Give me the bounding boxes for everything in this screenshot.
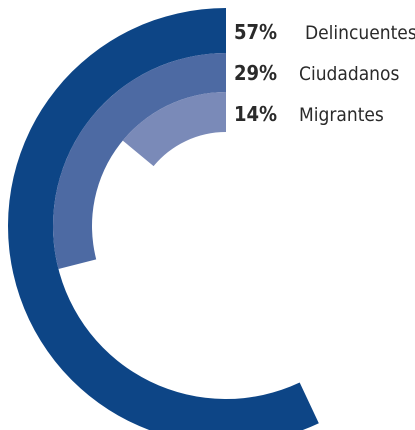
legend-value-ciudadanos: 29%	[234, 61, 277, 85]
legend-label-delincuentes: Delincuentes	[305, 22, 415, 44]
legend-value-migrantes: 14%	[234, 102, 277, 126]
arc-ciudadanos	[52, 53, 226, 270]
legend: 57% Delincuentes 29% Ciudadanos 14% Migr…	[234, 20, 415, 126]
arc-migrantes	[122, 92, 226, 167]
arc-group	[8, 8, 319, 430]
legend-label-migrantes: Migrantes	[299, 104, 384, 126]
arc-delincuentes	[8, 8, 319, 430]
legend-label-ciudadanos: Ciudadanos	[299, 63, 399, 85]
legend-value-delincuentes: 57%	[234, 20, 277, 44]
